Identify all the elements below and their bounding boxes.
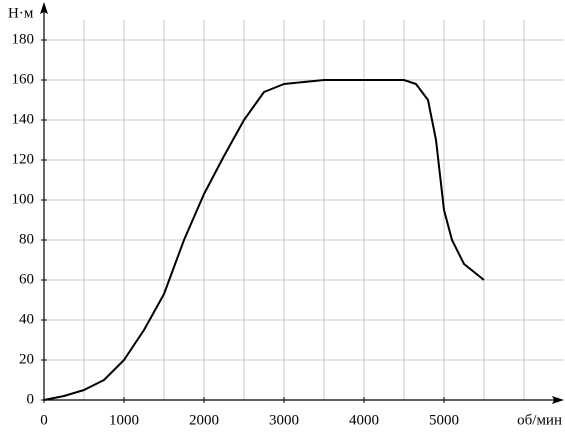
y-tick-label: 140 [12,111,35,127]
x-axis-label: об/мин [517,412,562,428]
x-tick-label: 3000 [269,412,299,428]
y-tick-label: 20 [19,351,34,367]
y-tick-label: 160 [12,71,35,87]
line [43,79,485,401]
y-tick-label: 180 [12,31,35,47]
y-tick-label: 80 [19,231,34,247]
x-tick-label: 5000 [429,412,459,428]
x-tick-label: 1000 [109,412,139,428]
y-tick-label: 40 [19,311,34,327]
y-tick-label: 120 [12,151,35,167]
x-tick-label: 0 [40,412,48,428]
y-axis-arrow [40,2,48,14]
x-axis-arrow [552,396,564,404]
y-tick-label: 60 [19,271,34,287]
y-tick-label: 100 [12,191,35,207]
y-axis-label: Н·м [8,5,34,21]
y-tick-label: 0 [27,391,35,407]
x-tick-label: 2000 [189,412,219,428]
x-tick-label: 4000 [349,412,379,428]
